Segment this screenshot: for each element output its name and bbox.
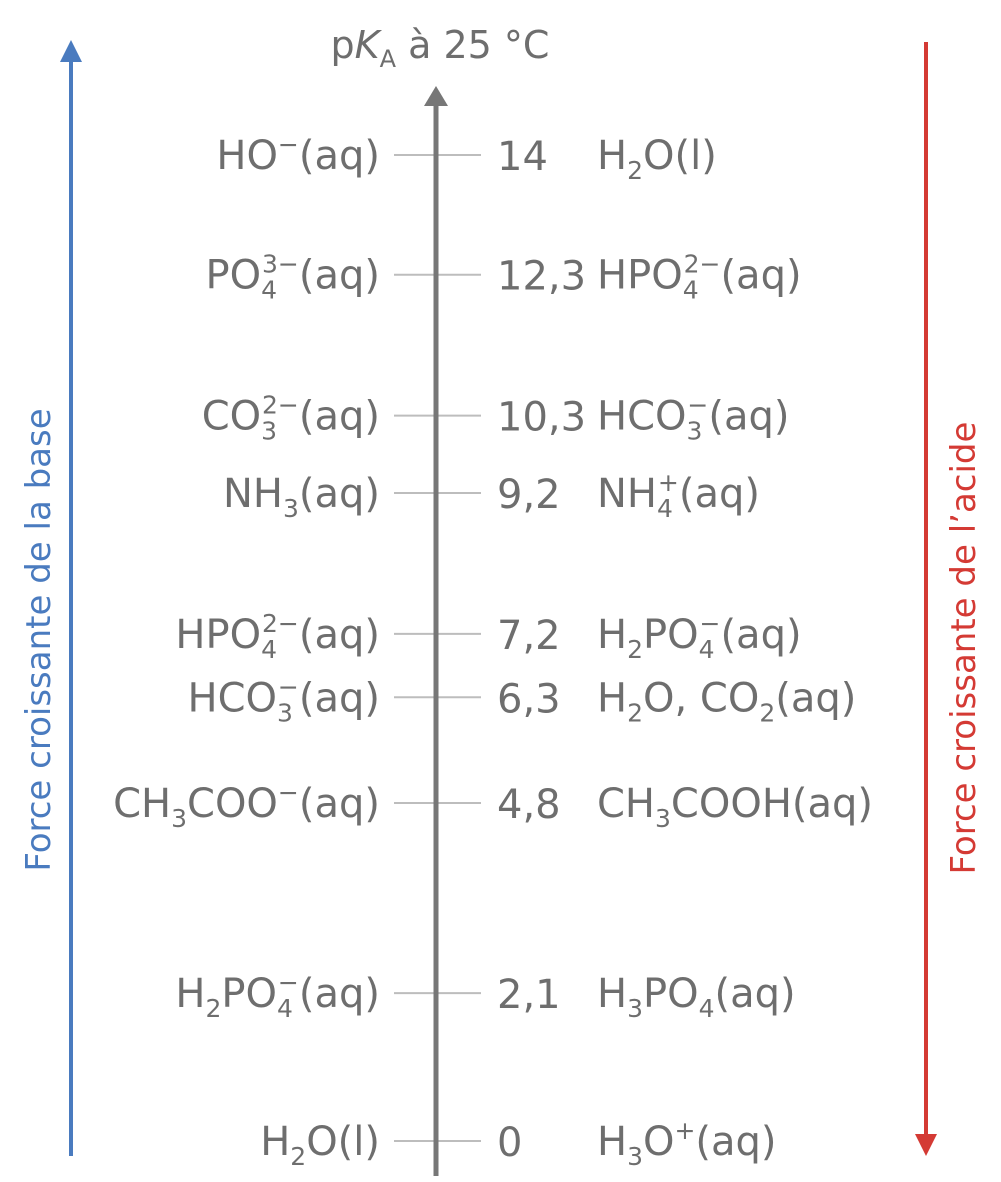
pka-value-label: 7,2 [497, 613, 561, 659]
acid-base-couples: 14 HO−(aq) H2O(l) 12,3 PO43−(aq) HPO42−(aq) 10… [113, 130, 873, 1171]
axis-title: pKA à 25 °C [331, 23, 550, 73]
base-species-label: HO−(aq) [216, 130, 380, 179]
pka-value-label: 14 [497, 134, 548, 180]
acid-species-label: CH3COOH(aq) [597, 781, 873, 833]
base-species-label: H2PO4−(aq) [175, 968, 380, 1023]
base-species-label: PO43−(aq) [206, 250, 381, 305]
base-strength-arrowhead [60, 40, 82, 62]
pka-value-label: 12,3 [497, 254, 586, 300]
base-species-label: HPO42−(aq) [175, 609, 380, 664]
acid-strength-label: Force croissante de l’acide [944, 422, 984, 875]
base-species-label: HCO3−(aq) [188, 672, 380, 727]
pka-value-label: 10,3 [497, 395, 586, 441]
base-species-label: NH3(aq) [223, 471, 380, 523]
base-species-label: H2O(l) [260, 1119, 380, 1171]
acid-species-label: HPO42−(aq) [597, 250, 802, 305]
acid-species-label: NH4+(aq) [597, 468, 760, 523]
pka-value-label: 0 [497, 1120, 522, 1166]
base-strength-label: Force croissante de la base [19, 408, 59, 871]
pka-value-label: 2,1 [497, 972, 561, 1018]
pka-value-label: 9,2 [497, 472, 561, 518]
acid-species-label: H3O+(aq) [597, 1116, 777, 1171]
acid-species-label: H2O(l) [597, 133, 717, 185]
acid-species-label: HCO3−(aq) [597, 391, 789, 446]
acid-strength-arrowhead [915, 1134, 937, 1156]
base-species-label: CO32−(aq) [202, 391, 380, 446]
acid-species-label: H2O, CO2(aq) [597, 675, 856, 727]
pka-value-label: 6,3 [497, 676, 561, 722]
acid-species-label: H2PO4−(aq) [597, 609, 802, 664]
pka-axis-arrowhead [424, 86, 448, 106]
acid-species-label: H3PO4(aq) [597, 971, 796, 1023]
base-species-label: CH3COO−(aq) [113, 778, 380, 833]
pka-value-label: 4,8 [497, 782, 561, 828]
